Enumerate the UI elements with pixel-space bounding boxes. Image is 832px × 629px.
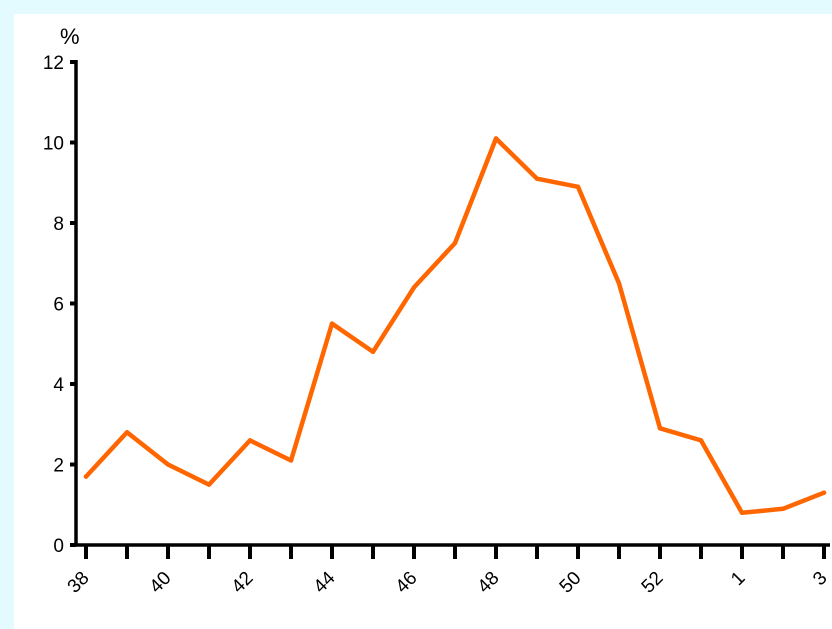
y-unit-label: % xyxy=(60,24,80,49)
y-tick-label: 12 xyxy=(43,53,64,74)
data-point xyxy=(493,136,499,141)
data-point xyxy=(698,438,704,443)
x-tick-label: 46 xyxy=(392,568,422,598)
series-line xyxy=(83,136,827,516)
data-point xyxy=(780,506,786,511)
data-point xyxy=(247,438,253,443)
data-point xyxy=(534,176,540,181)
y-tick-label: 0 xyxy=(53,536,64,557)
y-tick-label: 4 xyxy=(53,375,64,396)
x-tick-label: 3 xyxy=(809,568,831,590)
data-point xyxy=(575,184,581,189)
data-point xyxy=(288,458,294,463)
data-point xyxy=(739,510,745,515)
y-tick-label: 6 xyxy=(53,295,64,316)
data-point xyxy=(452,240,458,246)
data-point xyxy=(206,482,212,487)
series-layer xyxy=(83,136,827,516)
data-point xyxy=(821,490,827,495)
data-point xyxy=(657,426,663,431)
y-axis: % 0 2 4 6 8 10 12 xyxy=(43,24,80,557)
data-point xyxy=(411,285,417,290)
x-tick-label: 52 xyxy=(638,568,668,598)
x-tick-label: 44 xyxy=(310,567,340,597)
x-tick-label: 1 xyxy=(727,568,749,590)
data-point xyxy=(124,430,130,435)
x-tick-label: 42 xyxy=(228,568,258,598)
data-point xyxy=(165,462,171,467)
x-tick-label: 40 xyxy=(146,568,176,598)
data-point xyxy=(83,474,89,479)
y-tick-label: 8 xyxy=(53,214,64,235)
data-point xyxy=(370,349,376,354)
x-tick-label: 50 xyxy=(556,568,586,598)
data-point xyxy=(616,281,622,286)
x-axis: 38 40 42 44 46 48 50 52 1 3 xyxy=(64,543,832,598)
x-tick-label: 48 xyxy=(474,568,504,598)
x-tick-label: 38 xyxy=(64,568,94,598)
y-tick-label: 10 xyxy=(43,134,64,155)
data-point xyxy=(329,321,335,326)
y-tick-label: 2 xyxy=(53,456,64,477)
chart-frame: % 0 2 4 6 8 10 12 38 40 42 44 46 48 50 52 1 3 xyxy=(14,14,832,629)
